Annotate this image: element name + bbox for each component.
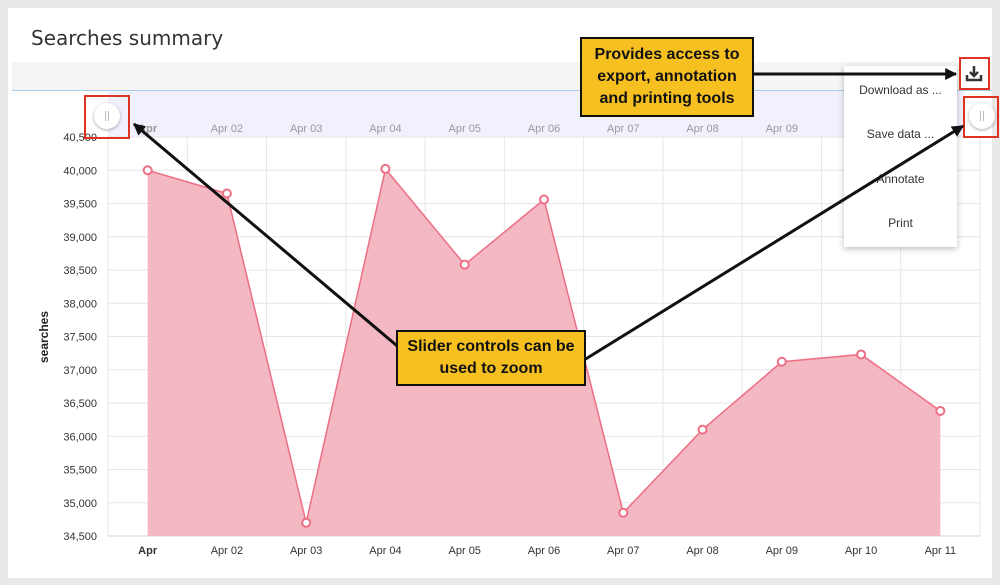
x-tick-label: Apr 02	[211, 545, 243, 557]
navigator-label: Apr 05	[449, 123, 481, 135]
chart-toolbar	[12, 62, 992, 91]
navigator-label: Apr 04	[369, 123, 401, 135]
y-tick-label: 39,000	[63, 232, 97, 244]
x-tick-label: Apr 11	[925, 545, 957, 557]
data-point	[776, 356, 787, 367]
data-point	[380, 163, 391, 174]
x-tick-label: Apr 05	[449, 545, 481, 557]
x-tick-label: Apr 08	[686, 545, 718, 557]
panel-title: Searches summary	[31, 26, 224, 50]
y-tick-label: 38,000	[63, 298, 97, 310]
navigator-label: Apr 03	[290, 123, 322, 135]
data-point	[539, 194, 549, 205]
y-tick-label: 37,000	[63, 365, 97, 377]
arrow-to-right-handle	[583, 124, 965, 362]
x-tick-label: Apr 09	[766, 545, 798, 557]
x-tick-label: Apr 10	[845, 545, 877, 557]
navigator-label: Apr 02	[211, 123, 243, 135]
data-point	[221, 188, 232, 199]
callout-slider: Slider controls can be used to zoom	[396, 330, 586, 386]
highlight-left-handle	[84, 95, 130, 139]
menu-item-print[interactable]: Print	[888, 216, 913, 230]
navigator-label: Apr 08	[686, 123, 718, 135]
y-tick-label: 38,500	[63, 265, 97, 277]
navigator-left-handle[interactable]	[94, 103, 120, 129]
export-menu: Download as ... Save data ... Annotate P…	[844, 66, 957, 247]
y-axis-title: searches	[37, 311, 51, 363]
y-tick-label: 36,000	[63, 431, 97, 443]
navigator-strip[interactable]	[108, 91, 965, 137]
x-tick-label: Apr 07	[607, 545, 639, 557]
x-tick-label: Apr 06	[528, 545, 560, 557]
x-tick-label: Apr 03	[290, 545, 322, 557]
navigator-label: Apr 09	[766, 123, 798, 135]
arrow-to-left-handle	[133, 122, 403, 352]
data-point	[856, 349, 867, 360]
x-tick-label: Apr 04	[369, 545, 401, 557]
download-icon	[965, 66, 983, 82]
y-tick-label: 36,500	[63, 398, 97, 410]
highlight-right-handle	[963, 96, 999, 138]
y-tick-label: 34,500	[63, 531, 97, 543]
highlight-export-button	[959, 57, 990, 90]
data-point	[618, 507, 629, 518]
y-tick-label: 37,500	[63, 332, 97, 344]
data-point	[459, 259, 470, 270]
data-point	[301, 517, 312, 528]
y-tick-label: 40,500	[63, 132, 97, 144]
navigator-label: Apr 07	[607, 123, 639, 135]
data-point	[697, 424, 708, 435]
export-button[interactable]	[960, 60, 988, 88]
menu-item-download[interactable]: Download as ...	[859, 83, 942, 97]
y-tick-label: 35,000	[63, 498, 97, 510]
menu-item-save-data[interactable]: Save data ...	[866, 127, 935, 141]
navigator-label: Apr 06	[528, 123, 560, 135]
data-point	[935, 405, 946, 416]
menu-item-annotate[interactable]: Annotate	[876, 172, 925, 186]
y-tick-label: 35,500	[63, 465, 97, 477]
y-tick-label: 39,500	[63, 199, 97, 211]
callout-export: Provides access to export, annotation an…	[580, 37, 754, 117]
navigator-right-handle[interactable]	[969, 103, 995, 129]
y-tick-label: 40,000	[63, 165, 97, 177]
data-point	[142, 165, 153, 176]
x-tick-label: Apr	[138, 545, 158, 557]
